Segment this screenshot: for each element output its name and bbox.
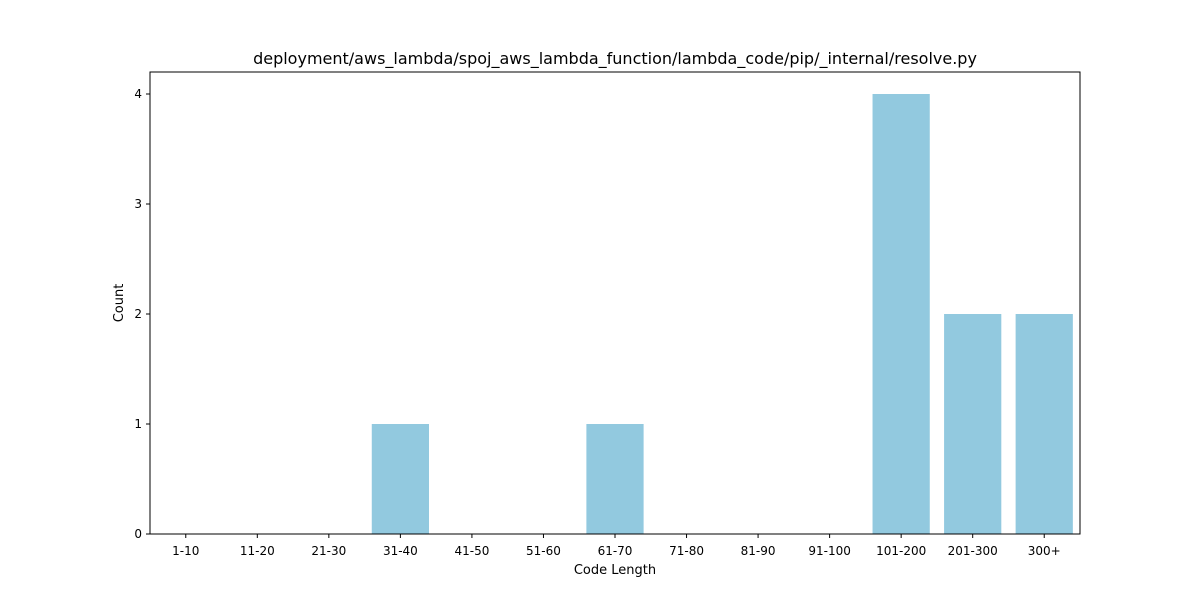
y-tick-label: 0 xyxy=(134,527,142,541)
x-tick-label: 81-90 xyxy=(741,544,776,558)
bar-300+ xyxy=(1015,314,1073,534)
x-axis: 1-10 11-20 21-30 31-40 41-50 51-60 61-70 71-80 8… xyxy=(172,534,1061,558)
plot-frame xyxy=(149,71,1081,535)
x-tick-label: 51-60 xyxy=(526,544,561,558)
x-tick-label: 101-200 xyxy=(876,544,926,558)
x-tick-label: 31-40 xyxy=(383,544,418,558)
y-axis: 0 1 2 3 4 xyxy=(134,87,150,541)
y-tick-label: 3 xyxy=(134,197,142,211)
bar-101-200 xyxy=(872,94,930,534)
x-tick-label: 61-70 xyxy=(598,544,633,558)
x-tick-label: 11-20 xyxy=(240,544,275,558)
y-tick-label: 2 xyxy=(134,307,142,321)
x-tick-label: 41-50 xyxy=(454,544,489,558)
x-tick-label: 1-10 xyxy=(172,544,199,558)
x-tick-label: 91-100 xyxy=(808,544,851,558)
y-tick-label: 1 xyxy=(134,417,142,431)
bar-201-300 xyxy=(944,314,1002,534)
x-tick-label: 71-80 xyxy=(669,544,704,558)
y-axis-label: Count xyxy=(112,284,127,323)
x-axis-label: Code Length xyxy=(574,563,656,578)
bar-61-70 xyxy=(586,424,644,534)
y-tick-label: 4 xyxy=(134,87,142,101)
bars-layer xyxy=(371,94,1073,534)
x-tick-label: 21-30 xyxy=(311,544,346,558)
chart-title: deployment/aws_lambda/spoj_aws_lambda_fu… xyxy=(253,49,977,69)
bar-31-40 xyxy=(371,424,429,534)
x-tick-label: 201-300 xyxy=(948,544,998,558)
x-tick-label: 300+ xyxy=(1028,544,1061,558)
